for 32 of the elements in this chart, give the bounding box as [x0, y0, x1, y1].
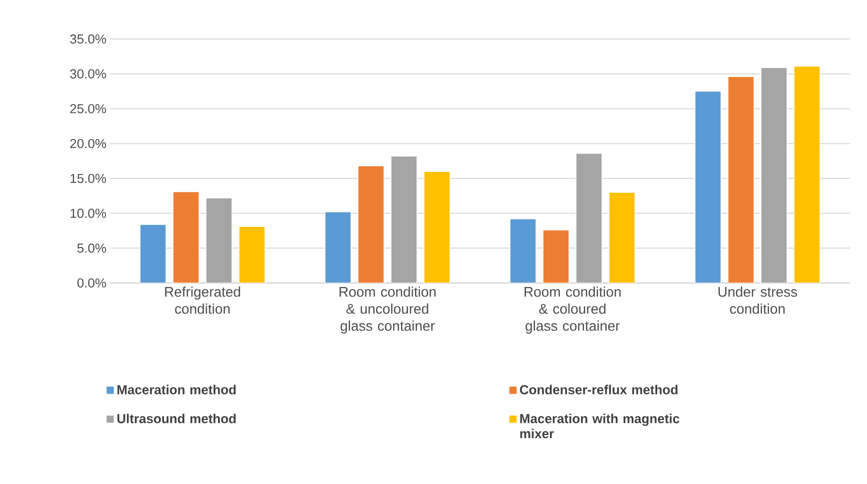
bar [794, 66, 820, 283]
legend-label: Maceration method [117, 384, 236, 394]
bar [728, 76, 754, 283]
bar [576, 152, 602, 283]
y-tick-label: 0.0% [77, 278, 106, 288]
y-tick-label: 20.0% [70, 138, 106, 148]
legend-label: Ultrasound method [117, 414, 236, 424]
bar [390, 156, 418, 283]
x-tick-label: Refrigerated condition [165, 286, 240, 314]
bar [324, 211, 352, 283]
y-tick-label: 15.0% [70, 174, 106, 184]
y-tick-label: 35.0% [70, 34, 106, 44]
bar [424, 171, 450, 283]
bar [172, 191, 200, 283]
bar [358, 165, 384, 283]
bar [510, 218, 536, 283]
bar [760, 67, 788, 283]
y-tick-label: 25.0% [70, 104, 106, 114]
bar [140, 224, 166, 283]
x-tick-label: Under stress condition [718, 286, 798, 314]
y-tick-label: 10.0% [70, 208, 106, 218]
bar [608, 192, 636, 283]
y-tick-label: 30.0% [70, 69, 106, 78]
legend-label: Condenser-reflux method [520, 384, 678, 394]
x-tick-label: Room condition & uncoloured glass container [340, 286, 436, 334]
legend-label: Maceration with magnetic mixer [520, 414, 680, 438]
y-tick-label: 5.0% [77, 244, 106, 253]
bar [206, 198, 232, 283]
bar [542, 230, 570, 283]
bar [238, 226, 266, 283]
bar [694, 90, 722, 283]
x-tick-label: Room condition & coloured glass container [524, 286, 621, 334]
